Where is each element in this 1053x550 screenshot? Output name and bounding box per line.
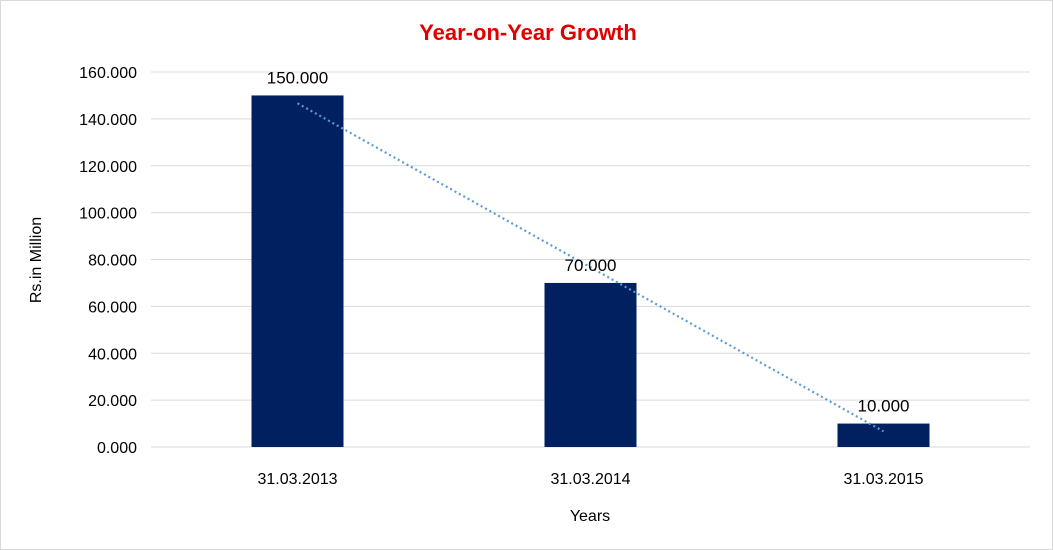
y-tick-label: 0.000 (97, 440, 137, 457)
x-axis-title: Years (570, 508, 610, 525)
y-tick-label: 160.000 (79, 65, 137, 82)
bar (544, 282, 637, 447)
y-tick-label: 120.000 (79, 159, 137, 176)
data-label: 10.000 (858, 397, 910, 416)
y-tick-label: 40.000 (88, 346, 137, 363)
y-tick-label: 20.000 (88, 393, 137, 410)
y-tick-label: 80.000 (88, 253, 137, 270)
y-tick-label: 60.000 (88, 299, 137, 316)
trendline (296, 102, 885, 433)
bar (251, 95, 344, 447)
data-label: 70.000 (565, 256, 617, 275)
x-tick-label: 31.03.2013 (257, 471, 337, 488)
bar (837, 423, 930, 447)
data-labels: 150.000 70.000 10.000 (267, 68, 910, 415)
chart-title: Year-on-Year Growth (419, 20, 637, 45)
y-tick-label: 140.000 (79, 112, 137, 129)
trendline-layer (296, 102, 885, 433)
bars (251, 95, 930, 447)
y-axis-title: Rs.in Million (28, 217, 45, 303)
data-label: 150.000 (267, 68, 328, 87)
y-tick-label: 100.000 (79, 206, 137, 223)
x-tick-label: 31.03.2014 (550, 471, 630, 488)
x-axis-ticks: 31.03.2013 31.03.2014 31.03.2015 (257, 471, 923, 488)
x-tick-label: 31.03.2015 (843, 471, 923, 488)
y-axis-ticks: 0.000 20.000 40.000 60.000 80.000 100.000 120.… (79, 65, 137, 457)
